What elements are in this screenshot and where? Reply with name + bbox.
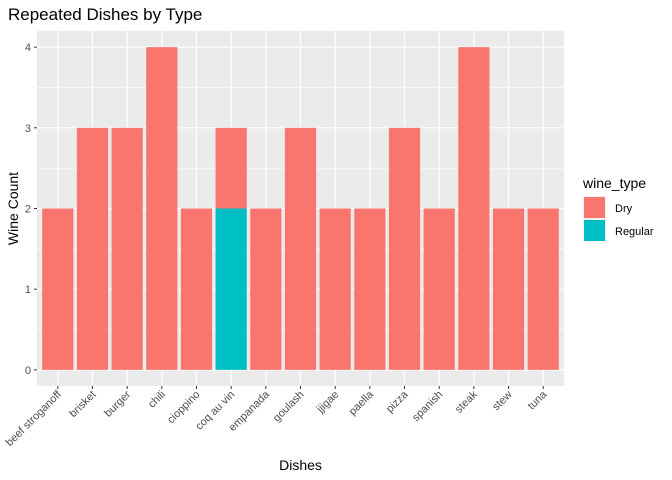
- bar-dry-jjigae: [319, 208, 351, 370]
- bars: [42, 47, 559, 370]
- bar-dry-tuna: [527, 208, 559, 370]
- x-axis-title: Dishes: [279, 457, 322, 473]
- bar-dry-burger: [111, 127, 143, 370]
- legend: wine_type Dry Regular: [582, 175, 654, 242]
- x-tick-label: steak: [453, 388, 480, 415]
- x-tick-label: paella: [347, 388, 377, 418]
- x-tick-label: spanish: [410, 389, 445, 424]
- legend-title: wine_type: [582, 175, 646, 191]
- bar-dry-goulash: [284, 127, 317, 370]
- x-tick-label: jjigae: [314, 389, 341, 416]
- bar-dry-chili: [146, 47, 178, 370]
- x-tick-label: beef stroganoff: [4, 388, 65, 449]
- legend-label-regular: Regular: [615, 226, 654, 238]
- bar-dry-beef-stroganoff: [42, 208, 74, 370]
- x-tick-label: tuna: [526, 388, 550, 412]
- x-tick-label: brisket: [67, 389, 98, 420]
- legend-label-dry: Dry: [615, 203, 633, 215]
- y-axis-title: Wine Count: [5, 172, 21, 245]
- y-axis: 0 1 2 3 4: [25, 42, 37, 377]
- y-tick-label: 1: [25, 284, 31, 296]
- bar-dry-coq-au-vin: [215, 127, 247, 209]
- y-tick-label: 2: [25, 204, 31, 216]
- x-tick-label: stew: [490, 389, 515, 414]
- y-tick-label: 4: [25, 42, 31, 54]
- bar-dry-cioppino: [180, 208, 213, 370]
- legend-swatch-dry: [584, 197, 605, 218]
- x-axis: beef stroganoff brisket burger chilicioppin…: [4, 386, 550, 449]
- x-tick-label: burger: [102, 388, 133, 419]
- y-tick-label: 3: [25, 123, 31, 135]
- bar-dry-stew: [492, 208, 525, 370]
- bar-dry-pizza: [388, 127, 421, 370]
- bar-dry-spanish: [423, 208, 455, 370]
- x-tick-label: pizza: [384, 388, 411, 415]
- chart-title: Repeated Dishes by Type: [8, 5, 202, 24]
- y-tick-label: 0: [25, 365, 31, 377]
- bar-dry-empanada: [250, 208, 282, 370]
- bar-regular-coq-au-vin: [215, 208, 247, 370]
- bar-dry-brisket: [76, 127, 109, 370]
- x-tick-label: goulash: [271, 389, 307, 425]
- x-tick-label: chili: [146, 389, 168, 411]
- legend-items: Dry Regular: [583, 196, 654, 242]
- legend-swatch-regular: [584, 220, 605, 241]
- bar-dry-steak: [458, 47, 490, 370]
- bar-dry-paella: [354, 208, 386, 370]
